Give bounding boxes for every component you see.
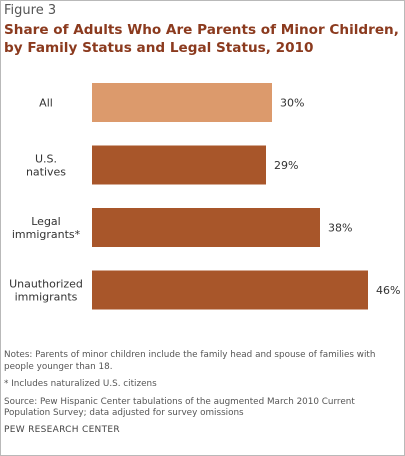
org-credit: PEW RESEARCH CENTER [4,424,120,435]
note-text: Notes: Parents of minor children include… [4,350,376,372]
value-label-1: 29% [274,159,298,172]
figure-label: Figure 3 [4,3,57,18]
notes-section: Notes: Parents of minor children include… [4,350,402,436]
footnote-text: * Includes naturalized U.S. citizens [4,379,157,389]
bar-0 [92,83,272,122]
bar-chart: 30% All 29% U.S. natives 38% Legal immigrants* 4… [9,83,400,310]
category-label-0: All [39,97,53,110]
bar-3 [92,270,368,310]
category-label-1: U.S. natives [26,153,66,179]
value-label-3: 46% [376,284,400,297]
category-label-2: Legal immigrants* [12,215,81,241]
bar-2 [92,208,320,247]
chart-title: Share of Adults Who Are Parents of Minor… [4,22,399,56]
category-label-3: Unauthorized immigrants [9,278,83,304]
value-label-0: 30% [280,97,304,110]
value-label-2: 38% [328,222,352,235]
bar-1 [92,145,266,185]
source-text: Source: Pew Hispanic Center tabulations … [4,396,355,419]
